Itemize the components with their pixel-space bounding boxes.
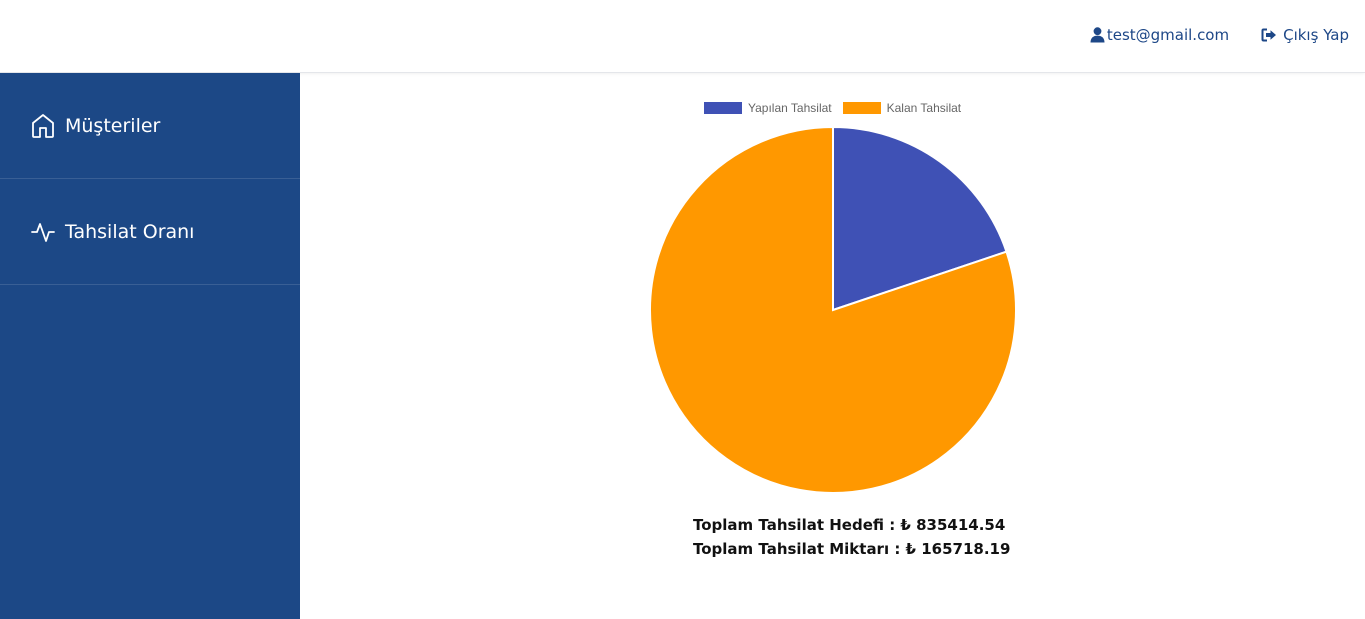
sidebar: Müşteriler Tahsilat Oranı (0, 73, 300, 619)
sign-out-icon (1261, 28, 1277, 42)
sidebar-item-tahsilat-orani[interactable]: Tahsilat Oranı (0, 179, 300, 285)
sidebar-item-musteriler[interactable]: Müşteriler (0, 73, 300, 179)
legend-label: Yapılan Tahsilat (748, 101, 832, 115)
collection-target-text: Toplam Tahsilat Hedefi : ₺ 835414.54 (693, 516, 1006, 534)
chart-legend: Yapılan Tahsilat Kalan Tahsilat (704, 101, 972, 115)
sidebar-item-label: Müşteriler (65, 114, 161, 137)
legend-swatch-remaining (842, 102, 881, 114)
summary-panel: Toplam Tahsilat Hedefi : ₺ 835414.54 Top… (693, 513, 1010, 561)
pie-slice-collected[interactable] (832, 125, 1008, 312)
home-icon (31, 113, 55, 139)
collected-amount-text: Toplam Tahsilat Miktarı : ₺ 165718.19 (693, 540, 1011, 558)
legend-swatch-collected (704, 102, 742, 114)
pie-chart (649, 125, 1017, 494)
top-actions: test@gmail.com Çıkış Yap (1090, 26, 1349, 44)
sidebar-item-label: Tahsilat Oranı (65, 220, 195, 243)
legend-item[interactable]: Kalan Tahsilat (842, 101, 962, 115)
logout-label: Çıkış Yap (1283, 26, 1349, 44)
legend-item[interactable]: Yapılan Tahsilat (704, 101, 832, 115)
logout-link[interactable]: Çıkış Yap (1261, 26, 1349, 44)
legend-label: Kalan Tahsilat (886, 101, 962, 115)
pie-slice-remaining[interactable] (649, 125, 1017, 494)
user-icon (1090, 27, 1105, 43)
user-email: test@gmail.com (1106, 26, 1230, 44)
activity-icon (31, 220, 55, 244)
main-content: Yapılan Tahsilat Kalan Tahsilat Toplam T… (300, 73, 1365, 619)
user-profile-link[interactable]: test@gmail.com (1090, 26, 1229, 44)
top-navbar: test@gmail.com Çıkış Yap (0, 0, 1365, 73)
